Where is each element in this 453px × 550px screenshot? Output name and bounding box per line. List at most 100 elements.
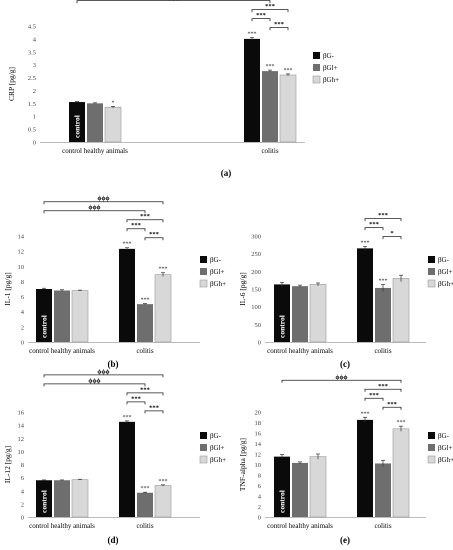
y-tick-label: 4 bbox=[258, 494, 262, 501]
y-tick-label: 0 bbox=[258, 515, 261, 522]
x-category-label: colitis bbox=[136, 347, 153, 355]
significance-bracket-label: ϕϕϕ bbox=[88, 204, 100, 211]
y-tick-label: 2 bbox=[21, 324, 24, 331]
legend-label: βG- bbox=[210, 432, 222, 440]
significance-star: *** bbox=[159, 479, 168, 485]
legend-swatch bbox=[199, 455, 208, 464]
bar bbox=[137, 492, 153, 517]
legend-swatch bbox=[200, 256, 207, 263]
significance-bracket-label: *** bbox=[369, 221, 379, 228]
y-axis-label: CRP [pg/g] bbox=[7, 67, 16, 101]
chart-panel-2: 0 50 100 150 200 250 300 IL-6 [pg/g] *** *** contr… bbox=[238, 212, 453, 369]
legend-swatch bbox=[313, 64, 320, 71]
significance-bracket bbox=[382, 406, 402, 410]
chart-panel-1: 0 2 4 6 8 10 12 14 IL-1 [pg/g] *** *** *** control co… bbox=[3, 195, 226, 369]
significance-bracket bbox=[364, 388, 402, 392]
significance-bracket bbox=[126, 401, 146, 405]
y-tick-label: 4 bbox=[21, 488, 25, 495]
significance-bracket bbox=[43, 210, 146, 214]
bar bbox=[36, 480, 52, 517]
legend-swatch bbox=[428, 444, 435, 451]
y-tick-label: 250 bbox=[251, 251, 261, 258]
legend-swatch bbox=[199, 279, 208, 288]
legend-swatch bbox=[428, 432, 435, 439]
x-category-label: colitis bbox=[261, 147, 278, 155]
y-tick-label: 16 bbox=[18, 410, 25, 417]
y-tick-label: 1 bbox=[33, 114, 36, 121]
y-tick-label: 0 bbox=[33, 140, 36, 147]
y-tick-label: 3 bbox=[33, 62, 36, 69]
panel-caption: (a) bbox=[221, 168, 232, 178]
bar bbox=[154, 485, 172, 518]
legend-label: βG- bbox=[323, 52, 335, 60]
y-tick-label: 16 bbox=[255, 431, 262, 438]
significance-star: *** bbox=[123, 242, 132, 248]
significance-bracket-label: *** bbox=[140, 386, 150, 393]
y-tick-label: 150 bbox=[251, 287, 261, 294]
y-tick-label: 2 bbox=[258, 504, 261, 511]
y-tick-label: 0 bbox=[21, 340, 24, 347]
legend-swatch bbox=[427, 455, 436, 464]
significance-bracket-label: *** bbox=[387, 401, 397, 408]
significance-bracket-label: *** bbox=[274, 21, 284, 28]
panel-caption: (d) bbox=[108, 535, 119, 545]
legend-label: βGh+ bbox=[210, 280, 226, 288]
significance-star: *** bbox=[397, 420, 406, 426]
y-tick-label: 4.5 bbox=[28, 24, 36, 31]
y-tick-label: 3.5 bbox=[28, 49, 36, 56]
y-tick-label: 10 bbox=[18, 449, 25, 456]
significance-bracket bbox=[43, 383, 146, 387]
legend-label: βGh+ bbox=[438, 456, 453, 464]
bar bbox=[69, 102, 85, 142]
legend-swatch bbox=[200, 432, 207, 439]
bar bbox=[274, 284, 290, 342]
bar bbox=[357, 419, 373, 517]
y-tick-label: 300 bbox=[251, 234, 261, 241]
bar bbox=[154, 274, 172, 343]
y-tick-label: 12 bbox=[18, 436, 25, 443]
bar bbox=[36, 289, 52, 342]
significance-bracket bbox=[144, 237, 164, 241]
y-tick-label: 6 bbox=[21, 475, 25, 482]
y-axis-label: IL-12 [pg/g] bbox=[3, 446, 12, 483]
x-category-label: colitis bbox=[374, 347, 391, 355]
y-tick-label: 8 bbox=[21, 279, 24, 286]
legend-swatch bbox=[313, 52, 320, 59]
significance-bracket-label: *** bbox=[149, 231, 159, 238]
legend-swatch bbox=[428, 268, 435, 275]
significance-bracket-label: *** bbox=[378, 212, 388, 219]
bar bbox=[392, 278, 410, 343]
bar bbox=[309, 284, 327, 343]
y-tick-label: 2.5 bbox=[28, 75, 36, 82]
significance-bracket-label: ϕϕϕ bbox=[97, 368, 109, 375]
significance-bracket-label: *** bbox=[265, 3, 275, 10]
x-category-label: colitis bbox=[374, 522, 391, 530]
bar bbox=[375, 463, 391, 517]
significance-bracket-label: *** bbox=[149, 404, 159, 411]
y-tick-label: 14 bbox=[18, 423, 25, 430]
y-tick-label: 14 bbox=[18, 234, 25, 241]
y-tick-label: 18 bbox=[255, 420, 262, 427]
y-tick-label: 100 bbox=[251, 304, 261, 311]
bar bbox=[279, 74, 297, 143]
bar bbox=[87, 103, 103, 142]
significance-bracket bbox=[76, 0, 271, 4]
legend-label: βGl+ bbox=[438, 268, 453, 276]
significance-bracket bbox=[269, 27, 289, 31]
legend-label: βGl+ bbox=[210, 444, 225, 452]
panel-caption: (e) bbox=[340, 535, 350, 545]
x-category-label: control healthy animals bbox=[29, 347, 95, 355]
legend-label: βGl+ bbox=[210, 268, 225, 276]
significance-bracket bbox=[43, 201, 164, 205]
legend-label: βGl+ bbox=[323, 64, 338, 72]
significance-bracket-label: *** bbox=[369, 392, 379, 399]
significance-star: *** bbox=[248, 32, 257, 38]
control-bar-label: control bbox=[40, 490, 49, 513]
legend-label: βGh+ bbox=[323, 76, 339, 84]
significance-star: * bbox=[112, 100, 115, 106]
legend-label: βGl+ bbox=[438, 444, 453, 452]
y-tick-label: 10 bbox=[255, 462, 262, 469]
significance-star: *** bbox=[123, 415, 132, 421]
control-bar-label: control bbox=[278, 490, 287, 513]
chart-panel-3: 0 2 4 6 8 10 12 14 16 IL-12 [pg/g] *** *** *** contro… bbox=[3, 368, 226, 545]
